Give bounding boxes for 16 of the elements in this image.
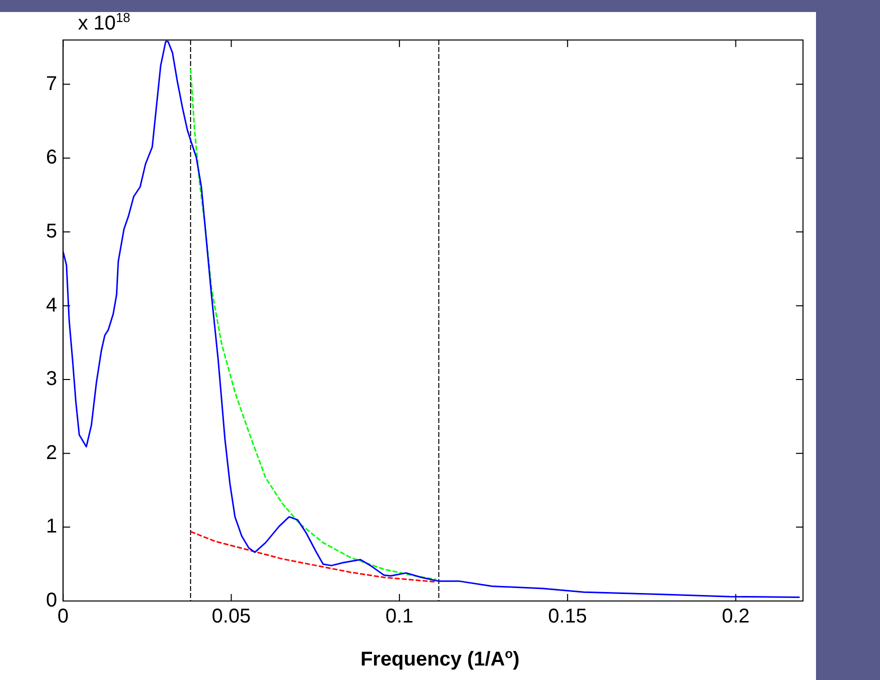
y-tick-label: 7 (46, 72, 58, 95)
text: x 10$^{18}$ (78, 10, 130, 36)
y-tick-label: 3 (46, 368, 58, 390)
x-tick-label: 0.2 (722, 606, 750, 628)
x-tick-label: 0.05 (212, 606, 251, 628)
line-series (190, 68, 438, 580)
y-tick-label: 0 (46, 590, 58, 612)
y-tick-label: 6 (46, 146, 58, 169)
x-axis-title: Frequency (1/A$^{o}$) (359, 646, 521, 672)
y-tick-label: 1 (46, 516, 58, 538)
x-tick-label: 0.15 (548, 606, 588, 628)
x-tick-label: 0.1 (386, 606, 414, 628)
y-tick-label: 4 (46, 294, 58, 316)
y-tick-label: 5 (46, 220, 58, 242)
y-tick-label: 2 (46, 442, 58, 464)
line-series (190, 530, 436, 583)
